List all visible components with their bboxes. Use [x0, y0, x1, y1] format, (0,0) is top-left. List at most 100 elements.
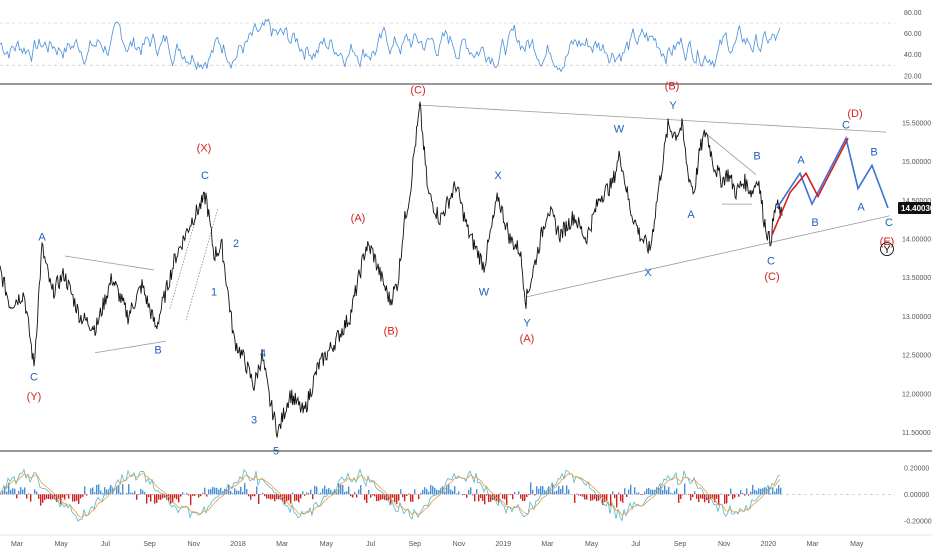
macd-bar: [538, 488, 540, 495]
macd-bar: [320, 492, 322, 495]
wave-labels: AC(Y)B(X)C21435(A)(B)(C)XWY(A)WX(B)YABC(…: [27, 81, 895, 458]
macd-bar: [670, 492, 672, 495]
macd-bar: [36, 491, 38, 495]
macd-bar: [278, 494, 280, 500]
macd-bar: [170, 494, 172, 504]
macd-bar: [232, 493, 234, 495]
macd-bar: [684, 483, 686, 495]
macd-bar: [598, 494, 600, 501]
macd-bar: [734, 494, 736, 498]
macd-bar: [774, 491, 776, 495]
macd-bar: [578, 494, 580, 496]
macd-bar: [602, 494, 604, 506]
wave-label: A: [857, 201, 865, 213]
wave-label: C: [842, 119, 850, 131]
macd-bar: [104, 487, 106, 495]
macd-bar: [122, 483, 124, 495]
macd-bar: [120, 492, 122, 495]
macd-bar: [264, 494, 266, 497]
macd-bar: [472, 494, 474, 496]
x-tick-label: May: [320, 541, 334, 548]
trendline: [94, 340, 167, 354]
macd-bar: [46, 494, 48, 499]
macd-bar: [744, 494, 746, 496]
macd-bar: [528, 494, 530, 496]
macd-bar: [408, 493, 410, 495]
macd-bar: [38, 494, 40, 499]
macd-bar: [702, 494, 704, 499]
macd-histogram: [0, 482, 782, 508]
macd-bar: [772, 487, 774, 495]
macd-bar: [502, 494, 504, 499]
oscillator-grid: [0, 22, 895, 66]
macd-bar: [758, 488, 760, 495]
macd-bar: [298, 494, 300, 503]
wave-label: (Y): [27, 391, 42, 403]
macd-bar: [340, 483, 342, 495]
macd-bar: [174, 494, 176, 499]
macd-bar: [176, 494, 178, 500]
macd-bar: [428, 491, 430, 495]
wave-label: (B): [384, 325, 399, 337]
macd-bar: [642, 494, 644, 495]
macd-bar: [158, 494, 160, 500]
macd-bar: [48, 494, 50, 500]
macd-bar: [666, 489, 668, 495]
macd-bar: [50, 494, 52, 500]
macd-bar: [80, 494, 82, 499]
macd-bar: [4, 486, 6, 495]
macd-tick-label: 0.20000: [904, 465, 929, 472]
macd-bar: [418, 494, 420, 500]
macd-bar: [562, 485, 564, 495]
macd-bar: [270, 494, 272, 500]
macd-bar: [140, 488, 142, 495]
macd-bar: [664, 485, 666, 495]
macd-bar: [498, 494, 500, 503]
macd-bar: [96, 484, 98, 495]
wave-label: (C): [764, 271, 779, 283]
trendlines: [64, 104, 891, 354]
macd-bar: [530, 482, 532, 495]
macd-bar: [266, 494, 268, 499]
macd-bar: [94, 492, 96, 495]
macd-bar: [716, 494, 718, 499]
macd-bar: [336, 492, 338, 495]
macd-bar: [750, 491, 752, 495]
wave-label: (C): [410, 85, 425, 97]
macd-bar: [348, 486, 350, 495]
macd-bar: [274, 494, 276, 502]
macd-bar: [118, 485, 120, 495]
macd-bar: [544, 490, 546, 495]
macd-bar: [364, 494, 366, 500]
x-tick-label: Jul: [101, 541, 110, 548]
macd-bar: [296, 494, 298, 501]
macd-bar: [208, 489, 210, 495]
macd-bar: [636, 492, 638, 495]
macd-bar: [90, 488, 92, 495]
macd-bar: [582, 494, 584, 497]
macd-bar: [526, 494, 528, 498]
wave-label: 1: [211, 287, 217, 299]
macd-bar: [406, 494, 408, 496]
macd-bar: [638, 492, 640, 495]
macd-bar: [426, 489, 428, 495]
macd-bar: [360, 485, 362, 495]
macd-bar: [260, 494, 262, 495]
macd-bar: [392, 494, 394, 498]
macd-bar: [708, 494, 710, 504]
macd-bar: [494, 494, 496, 501]
wave-label: X: [494, 170, 502, 182]
macd-bar: [56, 494, 58, 502]
macd-bar: [712, 494, 714, 499]
wave-label: A: [797, 154, 805, 166]
macd-bar: [294, 494, 296, 502]
macd-bar: [68, 494, 70, 499]
macd-bar: [644, 491, 646, 495]
x-tick-label: Mar: [11, 541, 24, 548]
macd-bar: [220, 487, 222, 495]
macd-bar: [720, 493, 722, 495]
macd-bar: [534, 494, 536, 496]
macd-bar: [160, 494, 162, 500]
macd-bar: [592, 494, 594, 501]
